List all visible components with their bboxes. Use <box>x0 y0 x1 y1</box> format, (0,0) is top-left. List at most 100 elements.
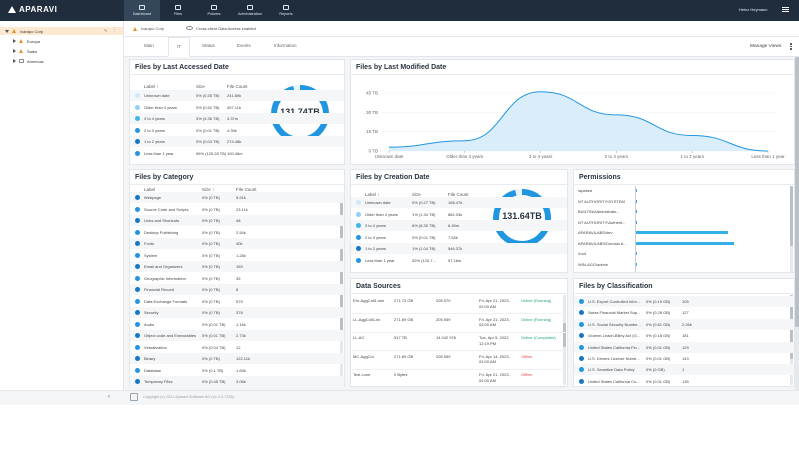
data-source-row[interactable]: MC-AggCol 271.69 GB 205 559 Fri, Apr 14, 20… <box>351 351 567 370</box>
scroll-thumb[interactable] <box>795 57 799 327</box>
table-row[interactable]: Audio 0% (0.01 TB) 1.16k <box>130 319 344 330</box>
tree-item-ivarapo-corp[interactable]: Ivarapo Corp ✎ ⋮ <box>0 27 123 35</box>
nav-administration[interactable]: Administration <box>232 0 268 21</box>
tree-item-sales[interactable]: Sales <box>13 47 37 55</box>
table-row[interactable]: 1 to 2 years 0% (0.03 TB) 274.48k <box>130 136 344 147</box>
page-scrollbar[interactable] <box>795 57 799 390</box>
table-row[interactable]: Security 0% (0 TB) 378 <box>130 307 344 318</box>
expand-caret-icon[interactable] <box>13 59 16 63</box>
scroll-thumb[interactable] <box>563 323 566 347</box>
scrollbar[interactable] <box>563 295 566 385</box>
data-source-row[interactable]: LL-AggColl1-lin 271.69 GB 205 559 Fri, Apr … <box>351 314 567 333</box>
table-row[interactable]: Unknown date 0% (0.27 TB) 168.47k <box>351 197 567 208</box>
table-row[interactable]: Virtualization 0% (0.04 TB) 12 <box>130 342 344 353</box>
permission-bar[interactable] <box>635 231 728 234</box>
table-row[interactable]: Older than 4 years 1% (1.34 TB) 882.33k <box>351 209 567 220</box>
tab-information[interactable]: Information <box>274 43 297 48</box>
table-row[interactable]: U.S. Drivers License Numb... 0% (0.01 GB)… <box>574 353 794 364</box>
tab-main[interactable]: Main <box>144 43 154 48</box>
table-row[interactable]: Email and Organizers 0% (0 TB) 159 <box>130 261 344 272</box>
tab-status[interactable]: Status <box>202 43 215 48</box>
table-row[interactable]: 2 to 3 years 0% (0.01 TB) 7.63k <box>351 232 567 243</box>
column-header-label[interactable]: Label ↑ <box>144 84 159 89</box>
collapse-sidebar-icon[interactable]: ‹ <box>108 394 110 400</box>
table-row[interactable]: Less than 1 year 96% (125.28 TB) 100.46m <box>130 148 344 159</box>
more-options-icon[interactable] <box>790 43 792 50</box>
data-source-row[interactable]: Ehr-AggColl1-win 271.73 GB 205 570 Fri, Apr… <box>351 295 567 314</box>
table-row[interactable]: Database 0% (0.1 TB) 1.69k <box>130 365 344 376</box>
table-row[interactable]: Data Exchange Formats 0% (0 TB) 575 <box>130 296 344 307</box>
more-options-icon[interactable]: ⋮ <box>112 27 117 33</box>
legend-dot <box>135 264 140 269</box>
column-header-label[interactable]: Label ↑ <box>365 192 380 197</box>
table-row[interactable]: System 0% (0 TB) 1.28k <box>130 250 344 261</box>
table-row[interactable]: Financial Record 0% (0 TB) 8 <box>130 284 344 295</box>
table-row[interactable]: Object code and Executables 0% (0.01 TB) 2… <box>130 330 344 341</box>
permission-bar[interactable] <box>635 252 637 255</box>
table-row[interactable]: Links and Shortcuts 0% (0 TB) 48 <box>130 215 344 226</box>
table-row[interactable]: U.S. Social Security Numbe... 0% (0.61 GB… <box>574 318 794 330</box>
nav-policies[interactable]: Policies <box>196 0 232 21</box>
permission-bar[interactable] <box>635 189 637 192</box>
table-row[interactable]: Older than 4 years 0% (0.52 TB) 457.11k <box>130 102 344 113</box>
tree-item-europa[interactable]: Europa <box>13 37 40 45</box>
table-row[interactable]: Temporary Files 0% (0.45 TB) 3.06k <box>130 376 344 387</box>
table-row[interactable]: U.S. Export Controlled Infor... 0% (0.19 … <box>574 296 794 307</box>
hamburger-menu-icon[interactable] <box>782 6 789 14</box>
scrollbar[interactable] <box>790 186 793 272</box>
manage-views-button[interactable]: Manage Views <box>750 44 782 49</box>
column-header-file-count[interactable]: File Count <box>227 84 248 89</box>
edit-icon[interactable]: ✎ <box>104 28 108 33</box>
table-row[interactable]: U.S. Sensitive Data Policy 0% (0 GB) 1 <box>574 364 794 376</box>
table-row[interactable]: Webpage 0% (0 TB) 5.91k <box>130 192 344 203</box>
table-row[interactable]: United States California Fin... 0% (0.01 … <box>574 341 794 353</box>
breadcrumb-org[interactable]: Ivarapo Corp <box>141 26 165 31</box>
table-row[interactable]: Unknown date 0% (0.35 TB) 241.69k <box>130 90 344 101</box>
permission-bar[interactable] <box>635 220 637 224</box>
sidebar-tree: Ivarapo Corp ✎ ⋮ Europa Sales Americas <box>0 21 124 390</box>
table-row[interactable]: Binary 0% (0 TB) 122.11k <box>130 353 344 364</box>
cell-label: Older than 4 years <box>144 104 177 110</box>
table-row[interactable]: 3 to 4 years 6% (8.35 TB) 6.45m <box>351 220 567 231</box>
column-header-label[interactable]: Label <box>144 187 156 192</box>
tab-it[interactable]: IT <box>168 37 190 57</box>
table-row[interactable]: Swiss Financial Market Sup... 0% (0.28 GB… <box>574 307 794 318</box>
column-header-size[interactable]: Size <box>196 84 205 89</box>
column-header-size[interactable]: Size ↑ <box>202 187 215 192</box>
user-name[interactable]: Heinz Heymann <box>739 7 768 12</box>
table-row[interactable]: 3 to 4 years 3% (4.36 TB) 3.37m <box>130 113 344 124</box>
column-header-file-count[interactable]: File Count <box>448 192 469 197</box>
table-row[interactable]: Fonts 0% (0 TB) 40k <box>130 238 344 249</box>
legend-dot <box>579 367 584 373</box>
folder-icon <box>175 5 181 10</box>
data-source-row[interactable]: LL-AC 517 TB 14 042 976 Tue, Apr 5, 2022, 1… <box>351 332 567 351</box>
expand-caret-icon[interactable] <box>13 49 16 53</box>
table-row[interactable]: 2 to 3 years 0% (0.01 TB) 4.39k <box>130 125 344 136</box>
table-row[interactable]: United States California Co... 0% (0.01 G… <box>574 376 794 387</box>
table-row[interactable]: Source Code and Scripts 0% (0 TB) 23.11k <box>130 204 344 215</box>
aparavi-logo[interactable]: APARAVI <box>8 5 57 14</box>
data-source-row[interactable]: Test Lone 0 Bytes Fri, Apr 21, 2023, 02:00… <box>351 369 567 388</box>
permission-bar[interactable] <box>635 262 637 266</box>
tree-item-americas[interactable]: Americas <box>13 57 44 65</box>
scroll-thumb[interactable] <box>790 186 793 246</box>
table-row[interactable]: 1 to 2 years 1% (1.04 TB) 546.37k <box>351 243 567 254</box>
table-row[interactable]: Gramm-Leach-Bliley Act (G... 0% (0.18 GB)… <box>574 330 794 341</box>
column-header-file-count[interactable]: File Count <box>236 187 257 192</box>
expand-caret-icon[interactable] <box>13 39 16 43</box>
expand-caret-icon[interactable] <box>5 29 9 33</box>
nav-dashboard[interactable]: Dashboard <box>124 0 160 21</box>
cell-file-count: 2.54k <box>236 229 246 235</box>
table-row[interactable]: Less than 1 year 92% (120.7... 97.16m <box>351 255 567 266</box>
table-row[interactable]: Desktop Publishing 0% (0 TB) 2.54k <box>130 227 344 238</box>
table-row[interactable]: Geographic Information 0% (0 TB) 35 <box>130 273 344 284</box>
nav-reports[interactable]: Reports <box>268 0 304 21</box>
permission-bar[interactable] <box>635 199 637 203</box>
nav-files[interactable]: Files <box>160 0 196 21</box>
column-header-size[interactable]: Size <box>412 192 421 197</box>
permission-bar[interactable] <box>635 210 637 213</box>
tab-events[interactable]: Events <box>237 43 251 48</box>
cell-size: 0% (0 TB) <box>202 287 220 292</box>
breadcrumb: Ivarapo Corp <box>133 26 164 31</box>
permission-bar[interactable] <box>635 241 734 245</box>
